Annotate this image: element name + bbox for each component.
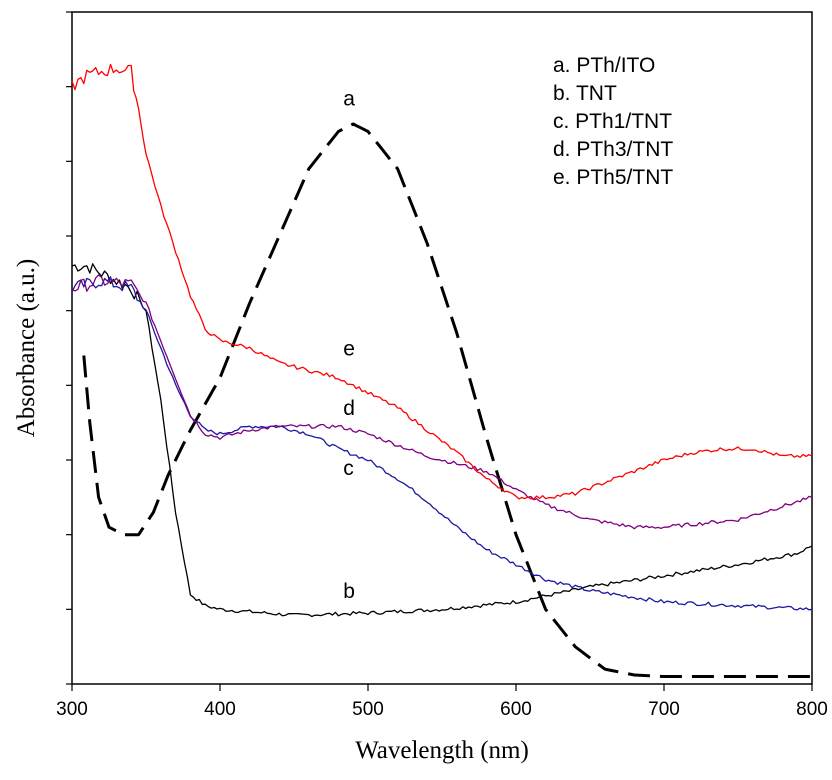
series-b-line bbox=[71, 263, 813, 618]
x-axis-title: Wavelength (nm) bbox=[355, 737, 529, 764]
curve-label-c: c bbox=[343, 457, 354, 480]
legend-entry-3: d. PTh3/TNT bbox=[553, 138, 673, 161]
series-a-line bbox=[82, 122, 812, 678]
curve-label-e: e bbox=[343, 337, 355, 360]
x-tick-label-1: 400 bbox=[204, 699, 236, 720]
series-e-line bbox=[71, 63, 813, 500]
curve-label-b: b bbox=[343, 580, 355, 603]
series-d-line bbox=[71, 274, 813, 530]
y-ticks bbox=[66, 11, 72, 685]
legend-entry-1: b. TNT bbox=[553, 82, 617, 105]
y-axis-title: Absorbance (a.u.) bbox=[13, 259, 40, 437]
series-layer bbox=[71, 63, 813, 678]
legend-entry-0: a. PTh/ITO bbox=[553, 54, 655, 77]
legend: a. PTh/ITO b. TNT c. PTh1/TNT d. PTh3/TNT e.… bbox=[553, 54, 673, 189]
x-tick-label-3: 600 bbox=[500, 699, 532, 720]
curve-label-a: a bbox=[343, 87, 355, 110]
x-tick-label-0: 300 bbox=[56, 699, 88, 720]
legend-entry-2: c. PTh1/TNT bbox=[553, 110, 672, 133]
x-tick-label-2: 500 bbox=[352, 699, 384, 720]
x-tick-label-5: 800 bbox=[796, 699, 828, 720]
x-tick-label-4: 700 bbox=[648, 699, 680, 720]
curve-labels: a b c d e bbox=[343, 87, 355, 603]
legend-entry-4: e. PTh5/TNT bbox=[553, 166, 673, 189]
plot-frame bbox=[71, 11, 813, 685]
curve-label-d: d bbox=[343, 397, 355, 420]
x-ticks: 300 400 500 600 700 800 bbox=[56, 684, 828, 720]
